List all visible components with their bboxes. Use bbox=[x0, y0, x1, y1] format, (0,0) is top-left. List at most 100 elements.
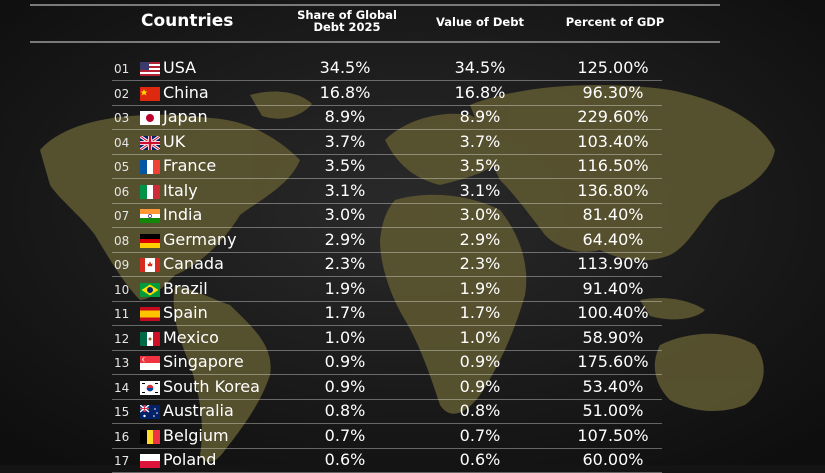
gdp-percent: 100.40% bbox=[577, 303, 649, 322]
debt-value: 1.0% bbox=[459, 327, 501, 347]
column-header-share-line1: Share of Global bbox=[297, 8, 397, 22]
column-header-share: Share of Global Debt 2025 bbox=[292, 9, 402, 33]
italy-flag-icon bbox=[140, 184, 160, 199]
share-value: 0.6% bbox=[324, 450, 366, 469]
gdp-percent: 107.50% bbox=[577, 425, 649, 445]
table-row: 02 China 16.8% 16.8% 96.30% bbox=[0, 82, 825, 106]
table-row: 16 Belgium 0.7% 0.7% 107.50% bbox=[0, 425, 825, 449]
country-name: Singapore bbox=[163, 352, 244, 371]
column-header-share-line2: Debt 2025 bbox=[313, 20, 381, 34]
uk-flag-icon bbox=[140, 135, 160, 150]
country-name: China bbox=[163, 82, 209, 102]
table-row: 08 Germany 2.9% 2.9% 64.40% bbox=[0, 229, 825, 253]
gdp-percent: 51.00% bbox=[582, 401, 644, 420]
debt-value: 0.9% bbox=[459, 352, 501, 371]
country-name: Canada bbox=[163, 254, 224, 273]
table-row: 05 France 3.5% 3.5% 116.50% bbox=[0, 155, 825, 179]
debt-value: 34.5% bbox=[454, 58, 506, 77]
table-row: 10 Brazil 1.9% 1.9% 91.40% bbox=[0, 278, 825, 302]
share-value: 8.9% bbox=[324, 107, 366, 126]
column-header-countries: Countries bbox=[141, 11, 234, 31]
table-row: 13 Singapore 0.9% 0.9% 175.60% bbox=[0, 351, 825, 375]
gdp-percent: 103.40% bbox=[577, 131, 649, 151]
country-name: Belgium bbox=[163, 425, 229, 445]
table-row: 04 UK 3.7% 3.7% 103.40% bbox=[0, 131, 825, 155]
table-row: 03 Japan 8.9% 8.9% 229.60% bbox=[0, 106, 825, 130]
country-name: Brazil bbox=[163, 278, 208, 298]
share-value: 1.0% bbox=[324, 327, 366, 347]
gdp-percent: 81.40% bbox=[582, 205, 644, 224]
country-name: UK bbox=[163, 131, 186, 151]
country-name: Italy bbox=[163, 180, 198, 200]
country-name: USA bbox=[163, 58, 197, 77]
share-value: 0.7% bbox=[324, 425, 366, 445]
rank-number: 05 bbox=[114, 160, 130, 174]
rank-number: 16 bbox=[114, 429, 130, 444]
debt-value: 16.8% bbox=[454, 82, 506, 102]
header-divider bbox=[30, 41, 720, 43]
germany-flag-icon bbox=[140, 233, 160, 248]
rank-number: 02 bbox=[114, 86, 130, 101]
rank-number: 03 bbox=[114, 111, 130, 125]
country-name: South Korea bbox=[163, 376, 260, 396]
table-row: 01 USA 34.5% 34.5% 125.00% bbox=[0, 57, 825, 81]
gdp-percent: 58.90% bbox=[582, 327, 644, 347]
table-row: 14 South Korea 0.9% 0.9% 53.40% bbox=[0, 376, 825, 400]
australia-flag-icon bbox=[140, 405, 160, 419]
debt-value: 8.9% bbox=[459, 107, 501, 126]
debt-value: 3.0% bbox=[459, 205, 501, 224]
table-row: 07 India 3.0% 3.0% 81.40% bbox=[0, 204, 825, 228]
rank-number: 14 bbox=[114, 380, 130, 395]
debt-value: 1.7% bbox=[459, 303, 501, 322]
gdp-percent: 125.00% bbox=[577, 58, 649, 77]
canada-flag-icon bbox=[140, 258, 160, 272]
gdp-percent: 175.60% bbox=[577, 352, 649, 371]
mexico-flag-icon bbox=[140, 331, 160, 346]
south-korea-flag-icon bbox=[140, 380, 160, 395]
table-row: 15 Australia 0.8% 0.8% 51.00% bbox=[0, 400, 825, 424]
belgium-flag-icon bbox=[140, 429, 160, 444]
share-value: 0.9% bbox=[324, 376, 366, 396]
china-flag-icon bbox=[140, 86, 160, 101]
spain-flag-icon bbox=[140, 307, 160, 321]
country-name: Germany bbox=[163, 229, 237, 249]
table-row: 12 Mexico 1.0% 1.0% 58.90% bbox=[0, 327, 825, 351]
share-value: 1.7% bbox=[324, 303, 366, 322]
rank-number: 12 bbox=[114, 331, 130, 346]
country-name: Spain bbox=[163, 303, 208, 322]
country-name: Mexico bbox=[163, 327, 219, 347]
usa-flag-icon bbox=[140, 62, 160, 76]
table-row: 09 Canada 2.3% 2.3% 113.90% bbox=[0, 253, 825, 277]
share-value: 3.1% bbox=[324, 180, 366, 200]
share-value: 3.7% bbox=[324, 131, 366, 151]
rank-number: 06 bbox=[114, 184, 130, 199]
debt-value: 3.5% bbox=[459, 156, 501, 175]
share-value: 1.9% bbox=[324, 278, 366, 298]
share-value: 2.3% bbox=[324, 254, 366, 273]
gdp-percent: 96.30% bbox=[582, 82, 644, 102]
rank-number: 07 bbox=[114, 209, 130, 223]
debt-value: 0.7% bbox=[459, 425, 501, 445]
france-flag-icon bbox=[140, 160, 160, 174]
india-flag-icon bbox=[140, 209, 160, 223]
country-name: France bbox=[163, 156, 217, 175]
share-value: 3.0% bbox=[324, 205, 366, 224]
debt-value: 3.1% bbox=[459, 180, 501, 200]
rank-number: 01 bbox=[114, 62, 130, 76]
gdp-percent: 136.80% bbox=[577, 180, 649, 200]
rank-number: 15 bbox=[114, 405, 130, 419]
rank-number: 10 bbox=[114, 282, 130, 297]
gdp-percent: 53.40% bbox=[582, 376, 644, 396]
singapore-flag-icon bbox=[140, 356, 160, 370]
debt-value: 3.7% bbox=[459, 131, 501, 151]
share-value: 0.8% bbox=[324, 401, 366, 420]
share-value: 2.9% bbox=[324, 229, 366, 249]
rank-number: 08 bbox=[114, 233, 130, 248]
debt-value: 1.9% bbox=[459, 278, 501, 298]
share-value: 34.5% bbox=[319, 58, 371, 77]
rank-number: 09 bbox=[114, 258, 130, 272]
table-row: 17 Poland 0.6% 0.6% 60.00% bbox=[0, 449, 825, 473]
debt-value: 2.9% bbox=[459, 229, 501, 249]
country-name: Australia bbox=[163, 401, 234, 420]
rank-number: 13 bbox=[114, 356, 130, 370]
